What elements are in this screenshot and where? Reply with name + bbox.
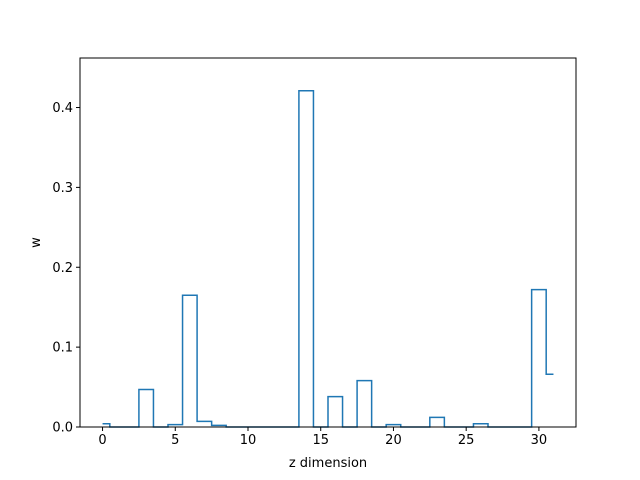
x-axis-ticks: 0 5 10 15 20 25 30 [98,427,547,448]
x-tick-label: 0 [98,433,106,448]
y-axis-label: w [29,237,44,248]
plot-frame [79,57,577,428]
y-tick-label: 0.3 [52,181,73,196]
x-tick-label: 10 [240,433,257,448]
x-tick-label: 30 [531,433,548,448]
y-tick-label: 0.1 [52,341,73,356]
y-tick-label: 0.0 [52,421,73,436]
x-tick-label: 15 [312,433,329,448]
x-tick-label: 25 [458,433,475,448]
x-axis-label: z dimension [289,456,367,471]
x-tick-label: 5 [171,433,179,448]
y-axis-ticks: 0.0 0.1 0.2 0.3 0.4 [52,101,80,436]
x-tick-label: 20 [385,433,402,448]
series-line [102,89,554,428]
y-tick-label: 0.2 [52,261,73,276]
y-tick-label: 0.4 [52,101,73,116]
series-layer [102,89,554,428]
